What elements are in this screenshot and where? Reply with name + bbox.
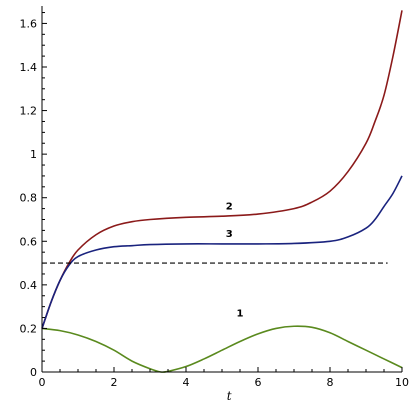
x-tick-label: 6	[255, 376, 262, 389]
y-tick-label: 0.6	[20, 235, 38, 248]
series-line-2	[41, 10, 403, 329]
y-tick-label: 1.2	[20, 105, 38, 118]
x-tick-label: 10	[395, 376, 409, 389]
series-line-1	[41, 325, 403, 374]
x-tick-label: 2	[111, 376, 118, 389]
x-tick-label: 4	[183, 376, 190, 389]
axes-layer: 0 2 4 6 8 10 0 0.2 0.4 0.6 0.8 1 1.2 1.4 1.6 t	[20, 6, 409, 403]
x-tick-label: 8	[327, 376, 334, 389]
curves-layer	[41, 10, 403, 374]
x-tick-label: 0	[39, 376, 46, 389]
y-tick-label: 0.8	[20, 192, 38, 205]
curve-labels-layer: 1 2 3	[226, 202, 244, 320]
curve-label-2: 2	[226, 202, 233, 213]
y-tick-label: 1.4	[20, 61, 38, 74]
curve-label-1: 1	[237, 308, 244, 319]
x-axis-title: t	[227, 389, 232, 403]
y-tick-label: 0.4	[20, 279, 38, 292]
y-tick-label: 1.6	[20, 17, 38, 30]
series-line-3	[41, 175, 403, 329]
y-tick-label: 0.2	[20, 322, 38, 335]
y-tick-label: 0	[30, 366, 37, 379]
y-tick-label: 1	[30, 148, 37, 161]
curve-label-3: 3	[226, 229, 233, 240]
